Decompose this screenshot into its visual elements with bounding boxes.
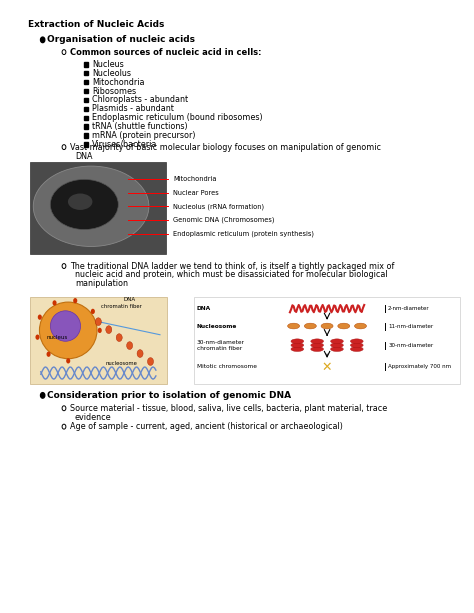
Ellipse shape [291, 339, 304, 344]
Text: Approximately 700 nm: Approximately 700 nm [388, 365, 451, 370]
Bar [30, 297, 167, 384]
Text: Nucleolus (rRNA formation): Nucleolus (rRNA formation) [173, 203, 264, 210]
Text: Endoplasmic reticulum (bound ribosomes): Endoplasmic reticulum (bound ribosomes) [92, 113, 263, 122]
Circle shape [98, 328, 102, 333]
Text: Extraction of Nucleic Acids: Extraction of Nucleic Acids [28, 20, 165, 29]
Circle shape [137, 349, 143, 357]
Bar [84, 89, 88, 93]
Text: Nucleolus: Nucleolus [92, 69, 131, 78]
Ellipse shape [39, 302, 97, 359]
Ellipse shape [311, 347, 324, 351]
Ellipse shape [338, 323, 350, 329]
Bar [84, 115, 88, 120]
Bar [84, 80, 88, 84]
Circle shape [116, 333, 122, 341]
Ellipse shape [330, 339, 343, 344]
Circle shape [73, 298, 77, 303]
Ellipse shape [304, 323, 316, 329]
Circle shape [106, 326, 112, 333]
Bar [84, 97, 88, 102]
Text: evidence: evidence [75, 413, 111, 422]
Bar [84, 142, 88, 147]
Circle shape [38, 314, 42, 320]
Text: tRNA (shuttle functions): tRNA (shuttle functions) [92, 122, 188, 131]
Text: Ribosomes: Ribosomes [92, 86, 137, 96]
Bar [84, 62, 88, 66]
Ellipse shape [350, 343, 363, 348]
Text: Endoplasmic reticulum (protein synthesis): Endoplasmic reticulum (protein synthesis… [173, 230, 314, 237]
Text: 2-nm-diameter: 2-nm-diameter [388, 306, 430, 311]
Text: Nucleosome: Nucleosome [197, 324, 237, 329]
Ellipse shape [321, 323, 333, 329]
Text: 30-nm-diameter
chromatin fiber: 30-nm-diameter chromatin fiber [197, 340, 245, 351]
Circle shape [95, 318, 101, 326]
Text: chromatin fiber: chromatin fiber [101, 304, 142, 309]
Text: Nucleus: Nucleus [92, 60, 124, 69]
Text: Chloroplasts - abundant: Chloroplasts - abundant [92, 96, 189, 104]
Ellipse shape [50, 311, 81, 341]
Ellipse shape [291, 343, 304, 348]
Text: mRNA (protein precursor): mRNA (protein precursor) [92, 131, 196, 140]
Ellipse shape [311, 343, 324, 348]
Text: Mitochondria: Mitochondria [92, 78, 145, 86]
Bar [84, 107, 88, 111]
Ellipse shape [288, 323, 300, 329]
Text: Age of sample - current, aged, ancient (historical or archaeological): Age of sample - current, aged, ancient (… [70, 422, 343, 431]
Text: nucleus: nucleus [46, 335, 68, 340]
Circle shape [91, 309, 95, 314]
Text: ✕: ✕ [322, 360, 332, 373]
Ellipse shape [355, 323, 366, 329]
Bar [30, 162, 166, 254]
Text: Common sources of nucleic acid in cells:: Common sources of nucleic acid in cells: [70, 48, 262, 56]
Ellipse shape [50, 180, 119, 230]
Text: 11-nm-diameter: 11-nm-diameter [388, 324, 433, 329]
Text: manipulation: manipulation [75, 280, 128, 288]
Text: Organisation of nucleic acids: Organisation of nucleic acids [47, 36, 195, 44]
Text: nucleosome: nucleosome [105, 361, 137, 366]
Ellipse shape [350, 339, 363, 344]
Ellipse shape [330, 347, 343, 351]
Ellipse shape [350, 347, 363, 351]
Text: nucleic acid and protein, which must be disassiciated for molecular biological: nucleic acid and protein, which must be … [75, 270, 388, 280]
Text: 30-nm-diameter: 30-nm-diameter [388, 343, 433, 348]
Circle shape [46, 351, 51, 357]
Bar [84, 71, 88, 75]
Bar [84, 124, 88, 129]
Circle shape [36, 335, 39, 340]
Circle shape [147, 357, 154, 365]
Ellipse shape [330, 343, 343, 348]
Text: DNA: DNA [123, 297, 135, 302]
Circle shape [40, 393, 45, 398]
Ellipse shape [33, 166, 149, 246]
Circle shape [66, 358, 70, 364]
Text: Viruses/bacteria: Viruses/bacteria [92, 140, 158, 149]
Text: Vast majority of basic molecular biology focuses on manipulation of genomic: Vast majority of basic molecular biology… [70, 143, 381, 151]
Text: Plasmids - abundant: Plasmids - abundant [92, 104, 174, 113]
Text: Mitochondria: Mitochondria [173, 176, 217, 182]
Text: DNA: DNA [197, 306, 211, 311]
Circle shape [127, 341, 133, 349]
Text: DNA: DNA [75, 151, 92, 161]
Ellipse shape [291, 347, 304, 351]
Text: Consideration prior to isolation of genomic DNA: Consideration prior to isolation of geno… [47, 391, 292, 400]
Text: Genomic DNA (Chromosomes): Genomic DNA (Chromosomes) [173, 217, 274, 223]
Ellipse shape [311, 339, 324, 344]
Bar [194, 297, 460, 384]
Text: Mitotic chromosome: Mitotic chromosome [197, 365, 257, 370]
Text: The traditional DNA ladder we tend to think of, is itself a tightly packaged mix: The traditional DNA ladder we tend to th… [70, 262, 394, 270]
Ellipse shape [68, 194, 92, 210]
Circle shape [53, 300, 56, 306]
Text: Source material - tissue, blood, saliva, live cells, bacteria, plant material, t: Source material - tissue, blood, saliva,… [70, 404, 387, 413]
Circle shape [40, 37, 45, 42]
Bar [84, 133, 88, 137]
Text: Nuclear Pores: Nuclear Pores [173, 189, 219, 196]
